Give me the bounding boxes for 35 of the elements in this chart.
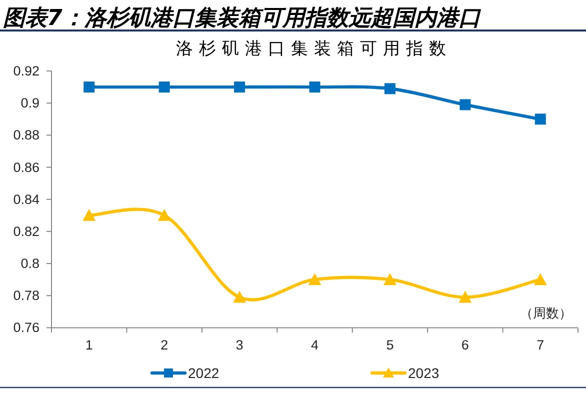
point — [383, 273, 396, 286]
x-axis-title: （周数） — [520, 306, 572, 322]
y-tick-label: 0.78 — [13, 288, 40, 304]
point — [458, 290, 472, 303]
x-tick-label: 3 — [236, 338, 244, 353]
x-tick-label: 7 — [536, 338, 544, 353]
point — [234, 82, 246, 93]
point — [84, 82, 95, 93]
point — [233, 290, 246, 303]
x-tick-label: 1 — [85, 338, 93, 353]
point — [308, 273, 322, 286]
y-tick-label: 0.88 — [13, 128, 40, 143]
point — [158, 208, 171, 221]
x-tick-label: 5 — [386, 338, 394, 353]
point — [534, 114, 546, 125]
chart-subtitle: 洛杉矶港口集装箱可用指数 — [176, 39, 452, 59]
point — [460, 99, 471, 110]
point — [384, 83, 396, 94]
point — [309, 82, 320, 93]
chart-title: 图表7：洛杉矶港口集装箱可用指数远超国内港口 — [3, 6, 482, 31]
x-tick-label: 4 — [310, 338, 319, 353]
y-tick-label: 0.82 — [13, 224, 40, 239]
y-tick-label: 0.84 — [13, 192, 40, 207]
y-tick-label: 0.92 — [13, 64, 40, 78]
x-tick-label: 2 — [160, 338, 168, 353]
y-tick-label: 0.86 — [13, 160, 40, 175]
point — [158, 82, 170, 93]
point — [82, 208, 96, 221]
legend-label: 2022 — [188, 365, 220, 381]
x-tick-label: 6 — [461, 338, 469, 353]
point — [534, 273, 547, 286]
y-tick-label: 0.76 — [13, 320, 40, 336]
y-tick-label: 0.9 — [20, 96, 40, 111]
y-tick-label: 0.8 — [20, 256, 40, 272]
legend-label: 2023 — [408, 365, 440, 381]
